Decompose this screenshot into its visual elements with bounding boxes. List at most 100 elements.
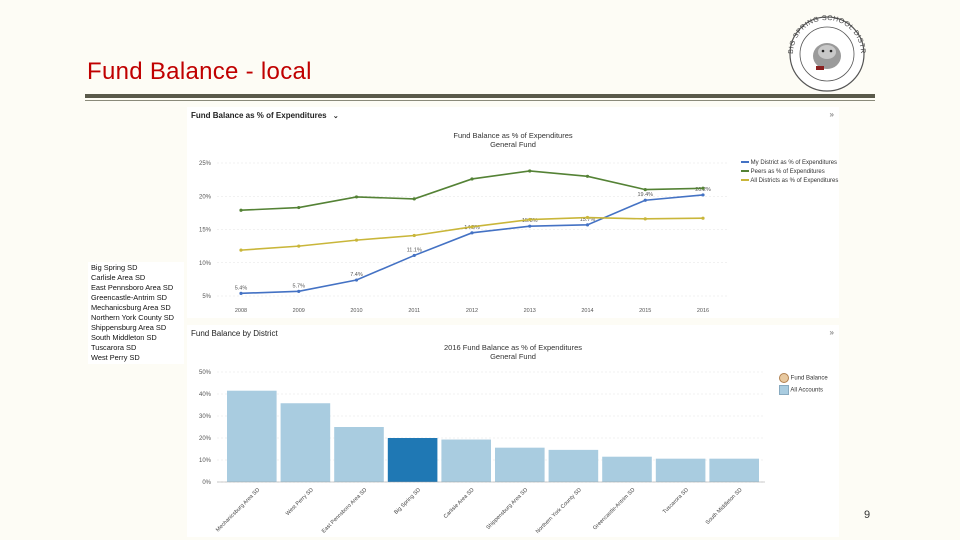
bar-chart-panel: Fund Balance by District » 2016 Fund Bal… xyxy=(187,325,839,537)
y-tick-label: 5% xyxy=(202,294,211,300)
y-tick-label: 20% xyxy=(199,194,212,200)
district-item[interactable]: South Middleton SD xyxy=(91,333,157,342)
district-item[interactable]: Mechanicsburg Area SD xyxy=(91,303,171,312)
x-tick-label: 2010 xyxy=(350,308,362,314)
data-point xyxy=(470,225,474,229)
data-point xyxy=(412,197,416,201)
legend-fund-balance[interactable]: Fund Balance xyxy=(779,373,828,383)
data-point xyxy=(470,231,474,235)
data-label: 11.1% xyxy=(407,247,422,253)
legend-all-accounts-label: All Accounts xyxy=(790,387,824,394)
data-label: 15.7% xyxy=(580,217,596,223)
bar xyxy=(709,458,759,482)
bar xyxy=(495,447,545,482)
bar xyxy=(655,458,706,482)
bar xyxy=(227,390,277,482)
district-item[interactable]: Tuscarora SD xyxy=(91,343,137,352)
bar xyxy=(548,449,599,482)
district-item[interactable]: Carlisle Area SD xyxy=(91,273,146,282)
double-chevron-icon[interactable]: » xyxy=(829,110,834,119)
data-point xyxy=(701,186,705,190)
y-tick-label: 30% xyxy=(199,414,212,420)
data-point xyxy=(297,289,301,293)
x-tick-label: Big Spring SD xyxy=(393,487,422,516)
x-tick-label: 2011 xyxy=(408,308,420,314)
x-tick-label: Greencastle-Antrim SD xyxy=(592,487,636,531)
legend-line-gold xyxy=(741,179,749,182)
data-point xyxy=(239,248,243,252)
district-item[interactable]: Big Spring SD xyxy=(91,263,138,272)
data-point xyxy=(297,205,301,210)
x-tick-label: 2008 xyxy=(235,308,247,314)
data-label: 20.2% xyxy=(695,187,711,193)
y-tick-label: 10% xyxy=(199,261,212,267)
district-item[interactable]: East Pennsboro Area SD xyxy=(91,283,174,292)
data-point xyxy=(239,208,243,212)
x-tick-label: 2015 xyxy=(639,308,651,314)
legend-line-blue xyxy=(741,161,749,164)
legend-my-district-label: My District as % of Expenditures xyxy=(750,160,838,166)
bar xyxy=(334,427,384,482)
x-tick-label: Mechanicsburg Area SD xyxy=(215,487,261,533)
y-tick-label: 50% xyxy=(199,370,212,376)
legend-fund-balance-label: Fund Balance xyxy=(790,375,828,382)
x-tick-label: 2009 xyxy=(293,308,305,314)
legend-line-green xyxy=(741,170,749,173)
data-point xyxy=(701,216,705,220)
y-tick-label: 10% xyxy=(199,458,212,464)
bar-chart-title: 2016 Fund Balance as % of Expenditures xyxy=(443,343,582,352)
data-label: 5.7% xyxy=(292,283,305,289)
double-chevron-icon[interactable]: » xyxy=(829,328,834,337)
bar-chart: 0% 10% 20% 30% 40% 50% Mechanicsburg Area SD We… xyxy=(199,370,765,535)
data-point xyxy=(297,244,301,248)
bar-chart-subtitle: General Fund xyxy=(490,352,536,361)
legend-all-districts-label: All Districts as % of Expenditures xyxy=(750,178,839,184)
data-point xyxy=(354,195,359,199)
bar xyxy=(280,403,331,482)
legend-all-accounts[interactable]: All Accounts xyxy=(779,385,823,395)
data-point xyxy=(528,217,532,222)
y-tick-label: 25% xyxy=(199,161,212,167)
x-tick-label: 2013 xyxy=(524,308,536,314)
data-point xyxy=(528,169,532,173)
x-tick-label: West Perry SD xyxy=(285,487,315,517)
line-panel-header[interactable]: Fund Balance as % of Expenditures ⌄ xyxy=(191,111,339,120)
district-seal-logo: BIG SPRING SCHOOL DISTRICT xyxy=(783,12,866,92)
legend-my-district[interactable]: My District as % of Expenditures xyxy=(741,160,837,166)
fund-balance-icon xyxy=(779,373,789,383)
y-tick-label: 20% xyxy=(199,436,212,442)
page-number: 9 xyxy=(864,509,871,521)
legend-peers[interactable]: Peers as % of Expenditures xyxy=(741,169,825,175)
x-tick-label: East Pennsboro Area SD xyxy=(321,487,369,535)
bar xyxy=(441,439,491,482)
y-tick-label: 40% xyxy=(199,392,212,398)
data-label: 5.4% xyxy=(235,285,248,291)
district-item[interactable]: Shippensburg Area SD xyxy=(91,323,167,332)
line-chart: 5% 10% 15% 20% 25% 2008 2009 2010 2011 2012 2013 20… xyxy=(199,161,727,314)
data-point xyxy=(585,223,590,227)
line-chart-panel: Fund Balance as % of Expenditures ⌄ » Fu… xyxy=(187,107,839,318)
data-point xyxy=(643,188,647,192)
district-item[interactable]: Northern York County SD xyxy=(91,313,174,322)
chevron-down-icon[interactable]: ⌄ xyxy=(332,113,339,120)
x-tick-label: Northern York County SD xyxy=(535,487,583,535)
x-tick-label: 2014 xyxy=(581,308,593,314)
y-tick-label: 0% xyxy=(202,480,211,486)
line-chart-title: Fund Balance as % of Expenditures xyxy=(453,131,573,140)
slide-title: Fund Balance - local xyxy=(87,58,312,85)
data-point xyxy=(354,278,359,282)
line-panel-title: Fund Balance as % of Expenditures xyxy=(191,111,327,120)
district-item[interactable]: West Perry SD xyxy=(91,353,140,362)
line-chart-subtitle: General Fund xyxy=(490,140,536,149)
legend-all-districts[interactable]: All Districts as % of Expenditures xyxy=(741,178,838,184)
data-point xyxy=(528,224,532,228)
data-point xyxy=(412,253,416,258)
x-tick-label: South Middleton SD xyxy=(705,487,744,526)
bar-panel-title: Fund Balance by District xyxy=(191,329,278,338)
title-rule-thick xyxy=(85,94,875,98)
x-tick-label: Carlisle Area SD xyxy=(443,487,476,520)
data-point xyxy=(585,215,590,220)
district-item[interactable]: Greencastle-Antrim SD xyxy=(91,293,167,302)
bar xyxy=(387,438,438,482)
data-point xyxy=(643,198,647,202)
